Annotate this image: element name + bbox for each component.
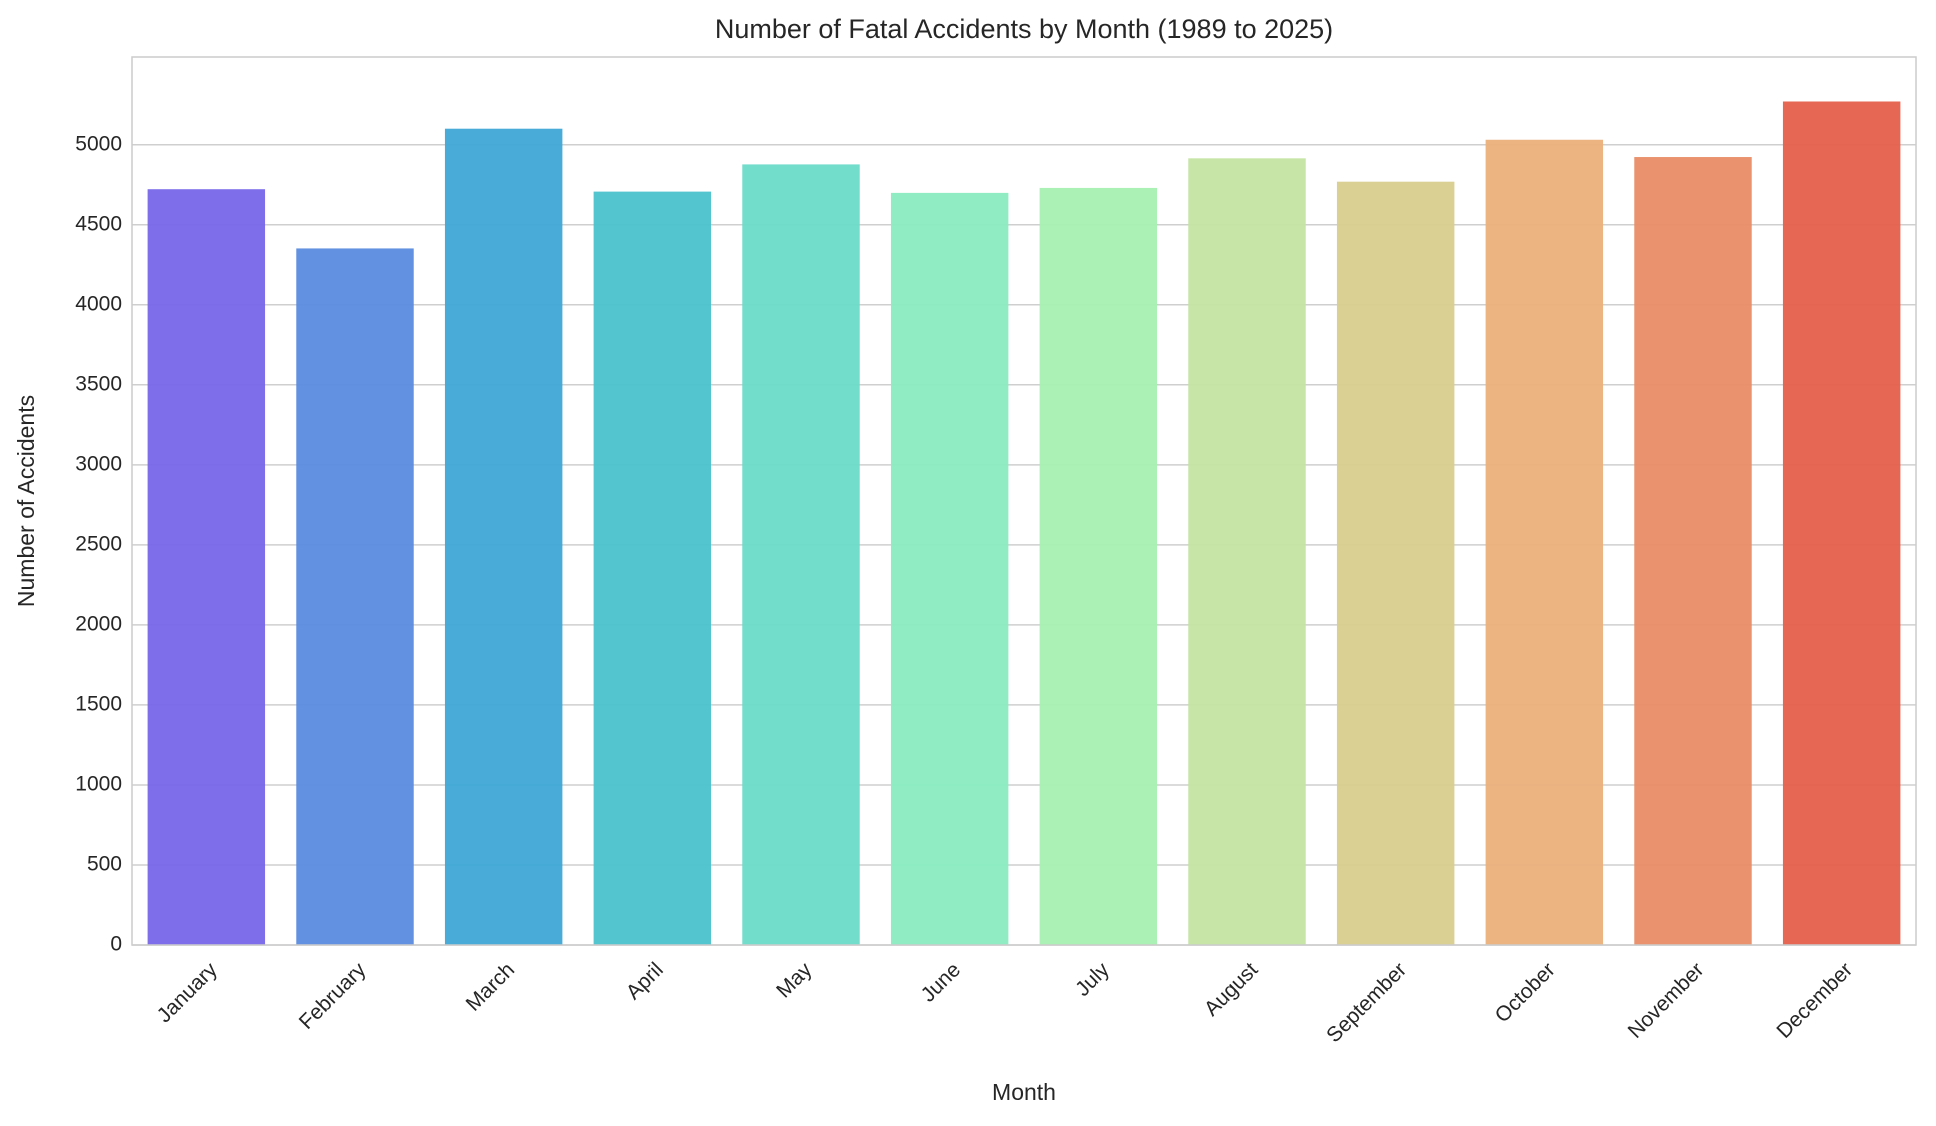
x-tick-label: July (1071, 958, 1114, 1001)
y-axis-label: Number of Accidents (13, 395, 39, 607)
x-tick-label: November (1624, 958, 1709, 1043)
x-tick-label: September (1322, 958, 1411, 1047)
bar (1782, 101, 1901, 945)
bar (742, 164, 860, 946)
x-tick-label: February (295, 958, 371, 1034)
y-tick-label: 2000 (75, 612, 122, 635)
x-tick-label: June (917, 958, 965, 1006)
x-axis-label: Month (992, 1079, 1056, 1105)
bar (1039, 187, 1158, 945)
bar (444, 128, 563, 946)
x-tick-label: May (772, 958, 817, 1003)
y-tick-label: 3500 (75, 372, 122, 395)
y-tick-label: 3000 (75, 452, 122, 475)
y-tick-label: 2500 (75, 532, 122, 555)
x-tick-label: August (1200, 958, 1263, 1021)
x-tick-label: April (622, 958, 668, 1004)
bar (1485, 139, 1604, 945)
y-tick-label: 5000 (75, 132, 122, 155)
y-tick-label: 0 (110, 933, 122, 956)
bar (593, 191, 712, 945)
bar (1336, 181, 1455, 945)
bar (890, 192, 1009, 945)
y-tick-label: 4000 (75, 292, 122, 315)
y-tick-label: 1500 (75, 692, 122, 715)
x-tick-label: December (1772, 958, 1857, 1043)
bar (147, 189, 266, 945)
plot-frame (131, 56, 1917, 946)
bar (1634, 157, 1752, 945)
x-tick-label: October (1491, 958, 1560, 1027)
bar (1188, 158, 1306, 945)
y-tick-label: 500 (87, 853, 122, 876)
chart-title: Number of Fatal Accidents by Month (1989… (715, 14, 1333, 44)
y-tick-label: 1000 (75, 772, 122, 795)
bar (296, 248, 414, 946)
x-tick-label: March (462, 958, 520, 1016)
y-tick-label: 4500 (75, 212, 122, 235)
x-tick-label: January (153, 958, 222, 1027)
